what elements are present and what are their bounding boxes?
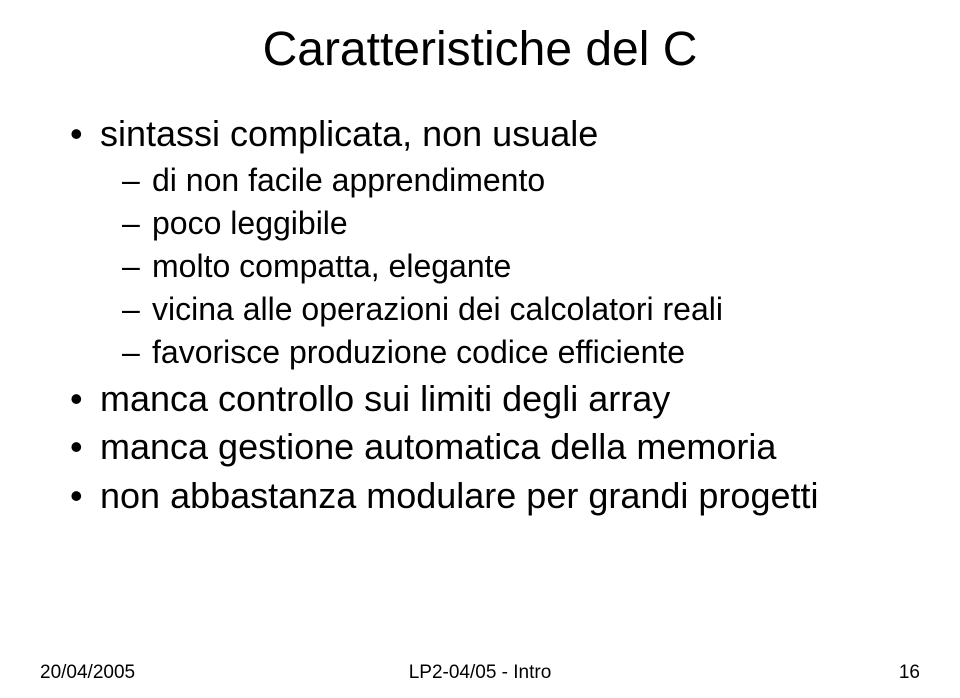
bullet-l2: molto compatta, elegante [70, 245, 900, 288]
footer-center: LP2-04/05 - Intro [0, 662, 960, 684]
slide: Caratteristiche del C sintassi complicat… [0, 0, 960, 698]
bullet-l2: favorisce produzione codice efficiente [70, 331, 900, 374]
slide-content: sintassi complicata, non usuale di non f… [70, 110, 900, 520]
bullet-l1: non abbastanza modulare per grandi proge… [70, 472, 900, 521]
footer-page: 16 [899, 662, 920, 684]
slide-title: Caratteristiche del C [0, 22, 960, 77]
bullet-l1: manca gestione automatica della memoria [70, 423, 900, 472]
bullet-l1: sintassi complicata, non usuale [70, 110, 900, 159]
bullet-l1: manca controllo sui limiti degli array [70, 375, 900, 424]
bullet-l2: vicina alle operazioni dei calcolatori r… [70, 288, 900, 331]
bullet-l2: poco leggibile [70, 202, 900, 245]
bullet-l2: di non facile apprendimento [70, 159, 900, 202]
